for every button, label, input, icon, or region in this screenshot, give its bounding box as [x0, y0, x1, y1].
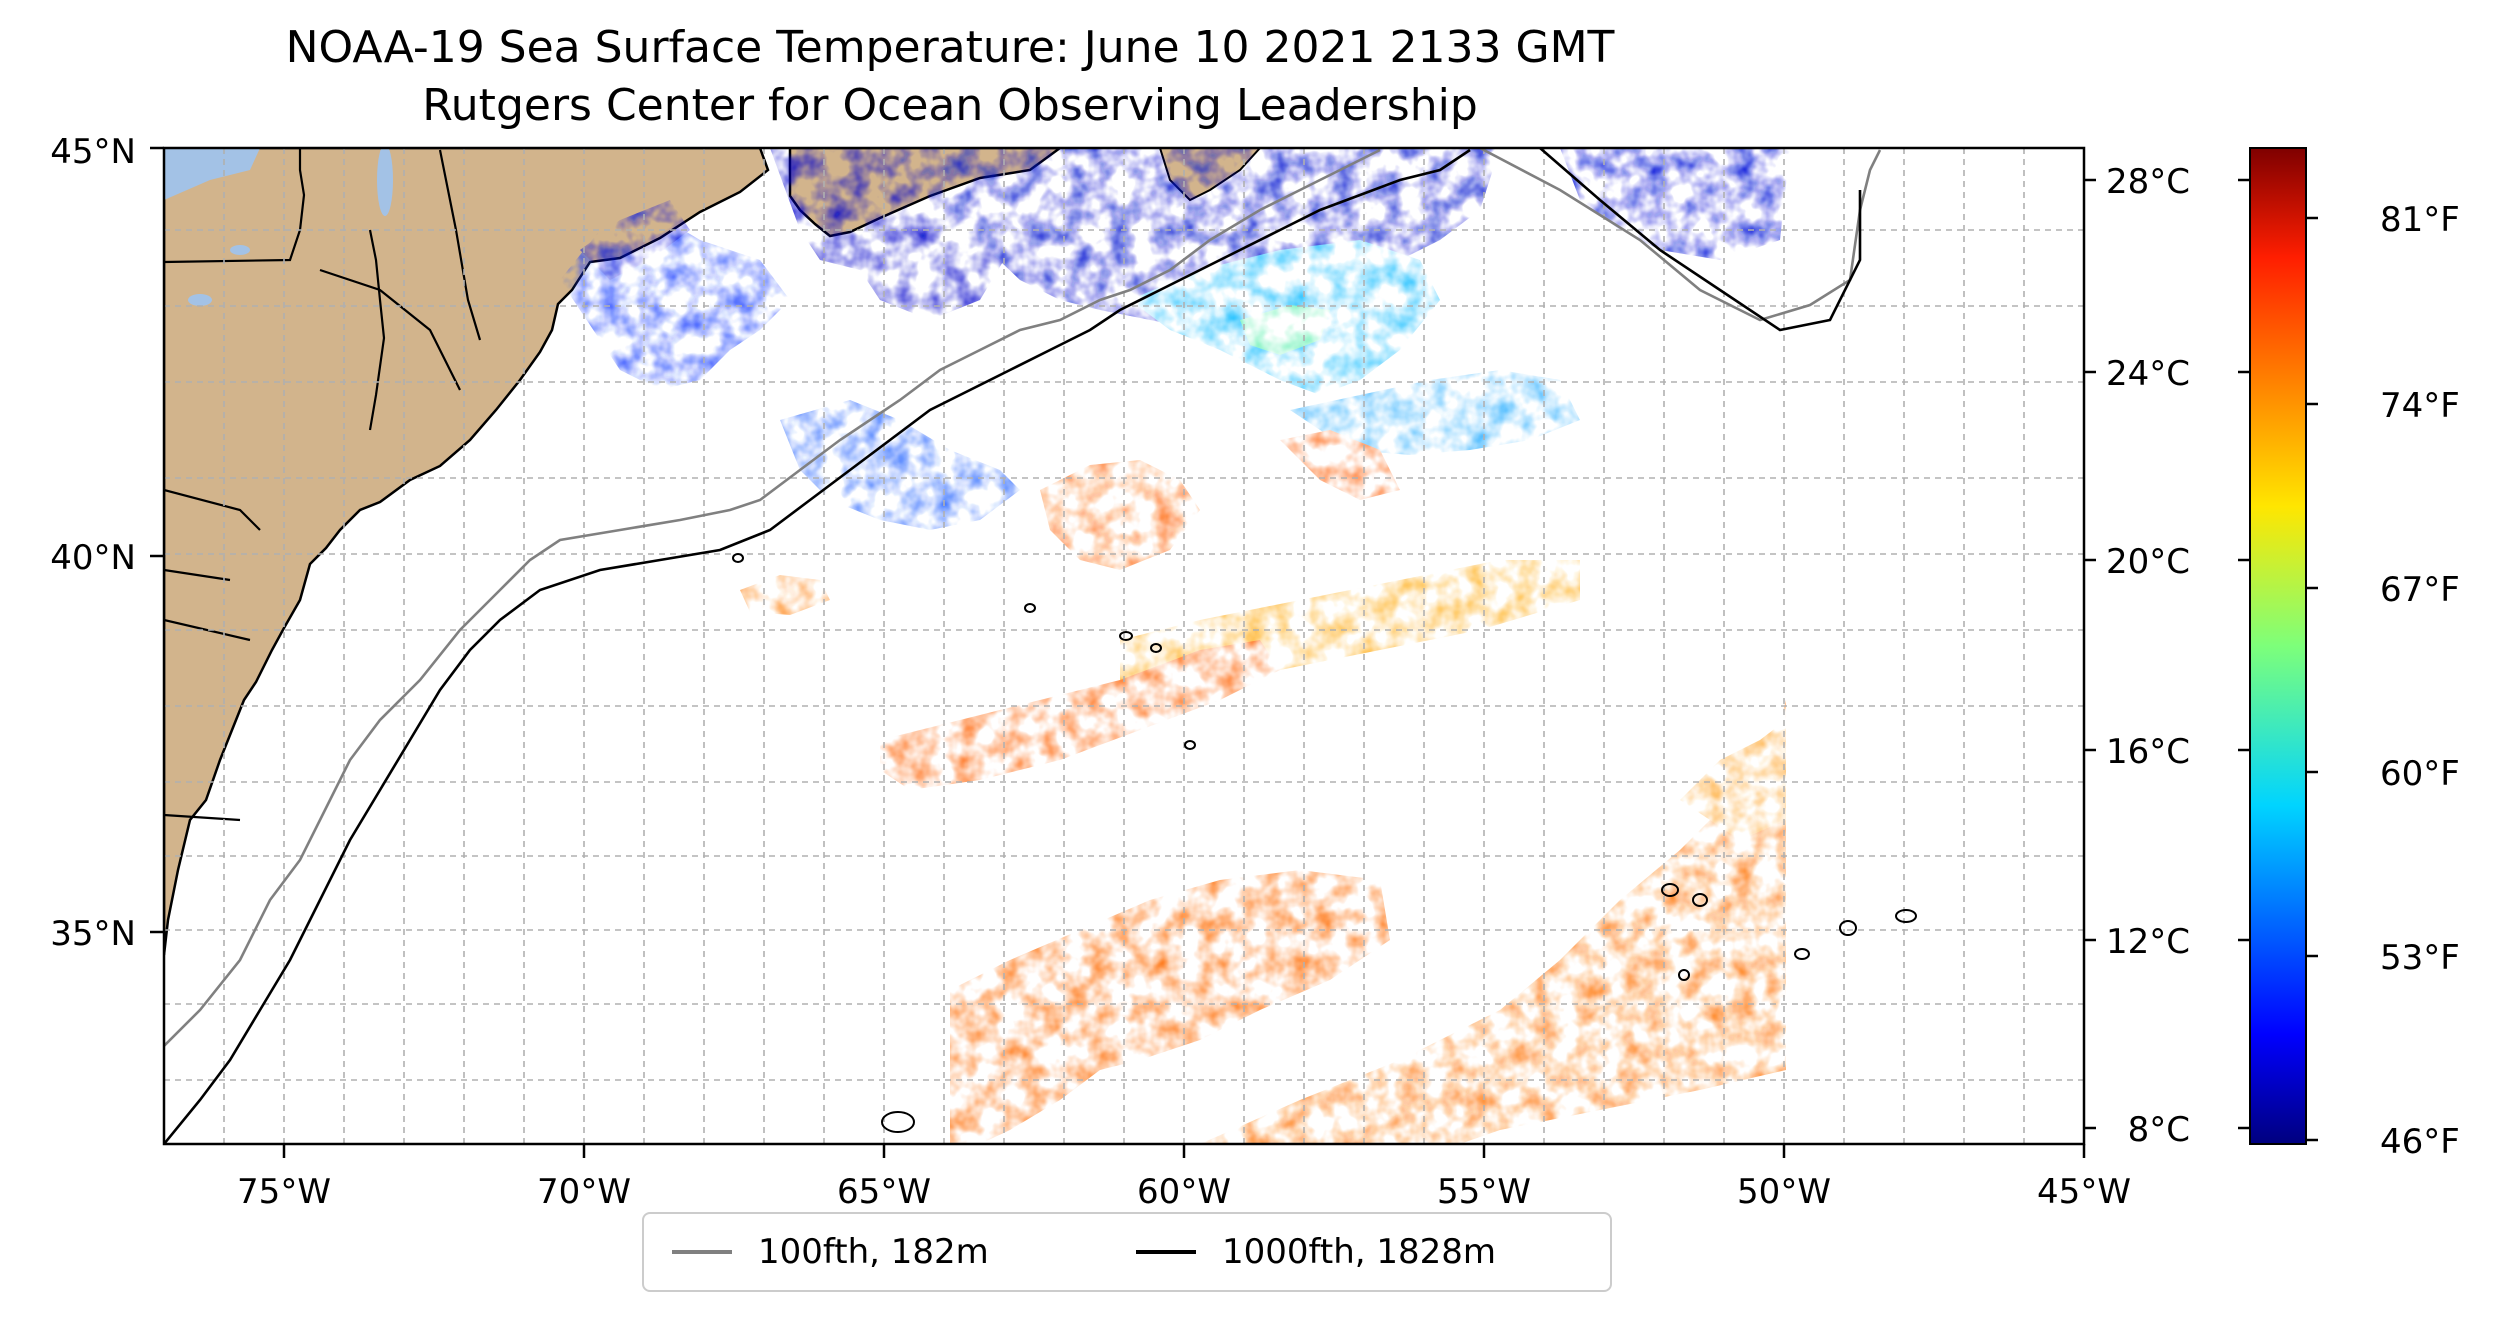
sst-cold-gom-2 [580, 200, 690, 280]
legend-line-1000fth [1136, 1250, 1196, 1254]
map-subtitle: Rutgers Center for Ocean Observing Leade… [422, 80, 1478, 131]
colorbar-fahrenheit-label: 46°F [2380, 1122, 2460, 1162]
sst-cold-east [1560, 148, 1790, 260]
colorbar-fahrenheit-label: 81°F [2380, 200, 2460, 240]
colorbar-celsius-label: 20°C [2105, 542, 2190, 582]
legend-item-1000fth: 1000fth, 1828m [1136, 1214, 1496, 1290]
sst-warm-patch-2 [1280, 430, 1400, 500]
x-tick-label: 60°W [1137, 1172, 1231, 1212]
x-tick-label: 75°W [237, 1172, 331, 1212]
legend: 100fth, 182m 1000fth, 1828m [642, 1212, 1612, 1292]
colorbar-fahrenheit-label: 53°F [2380, 938, 2460, 978]
lakes [164, 148, 393, 306]
isobath-1000fth [164, 148, 1471, 1144]
colorbar [2249, 147, 2307, 1145]
colorbar-celsius-label: 24°C [2105, 354, 2190, 394]
colorbar-celsius-label: 12°C [2105, 922, 2190, 962]
state-borders [164, 148, 482, 822]
colorbar-tick-marks [2238, 178, 2318, 1142]
seamounts [732, 553, 1917, 1133]
y-tick-label: 40°N [50, 538, 136, 578]
colorbar-fahrenheit-label: 74°F [2380, 386, 2460, 426]
sst-warm-band-2 [880, 640, 1280, 790]
isobath-1000fth-east [1539, 148, 1862, 332]
sst-warm-south-2 [1200, 700, 1786, 1144]
x-tick-label: 65°W [837, 1172, 931, 1212]
y-tick-marks [150, 146, 2096, 1130]
colorbar-celsius-label: 28°C [2105, 162, 2190, 202]
isobath-100fth-east [1479, 148, 1882, 322]
map-content [164, 148, 2084, 1144]
y-tick-label: 45°N [50, 132, 136, 172]
colorbar-fahrenheit-label: 60°F [2380, 754, 2460, 794]
legend-label: 1000fth, 1828m [1222, 1232, 1497, 1272]
sst-mid-blue-patch [780, 400, 1020, 530]
sst-cold-scotian [880, 148, 1500, 330]
x-tick-label: 50°W [1737, 1172, 1831, 1212]
map-title: NOAA-19 Sea Surface Temperature: June 10… [285, 22, 1615, 73]
legend-label: 100fth, 182m [758, 1232, 989, 1272]
legend-line-100fth [672, 1250, 732, 1254]
sst-warm-south-1 [950, 870, 1390, 1144]
sst-warm-patch-1 [1040, 460, 1200, 570]
sst-yellow-east [1680, 720, 1786, 840]
sst-mid-cyan-patch [1290, 370, 1580, 455]
x-tick-label: 45°W [2037, 1172, 2131, 1212]
x-tick-label: 70°W [537, 1172, 631, 1212]
x-tick-label: 55°W [1437, 1172, 1531, 1212]
isobath-100fth [164, 148, 1381, 1047]
map-frame [162, 146, 2086, 1146]
x-tick-marks [282, 1144, 2086, 1158]
colorbar-celsius-label: 16°C [2105, 732, 2190, 772]
gridlines [164, 148, 2084, 1144]
y-tick-label: 35°N [50, 914, 136, 954]
sst-data [560, 148, 1790, 1144]
sst-warm-small [740, 575, 830, 615]
colorbar-fahrenheit-label: 67°F [2380, 570, 2460, 610]
colorbar-celsius-label: 8°C [2127, 1110, 2190, 1150]
sst-green-tongue [1240, 305, 1330, 355]
legend-item-100fth: 100fth, 182m [672, 1214, 989, 1290]
